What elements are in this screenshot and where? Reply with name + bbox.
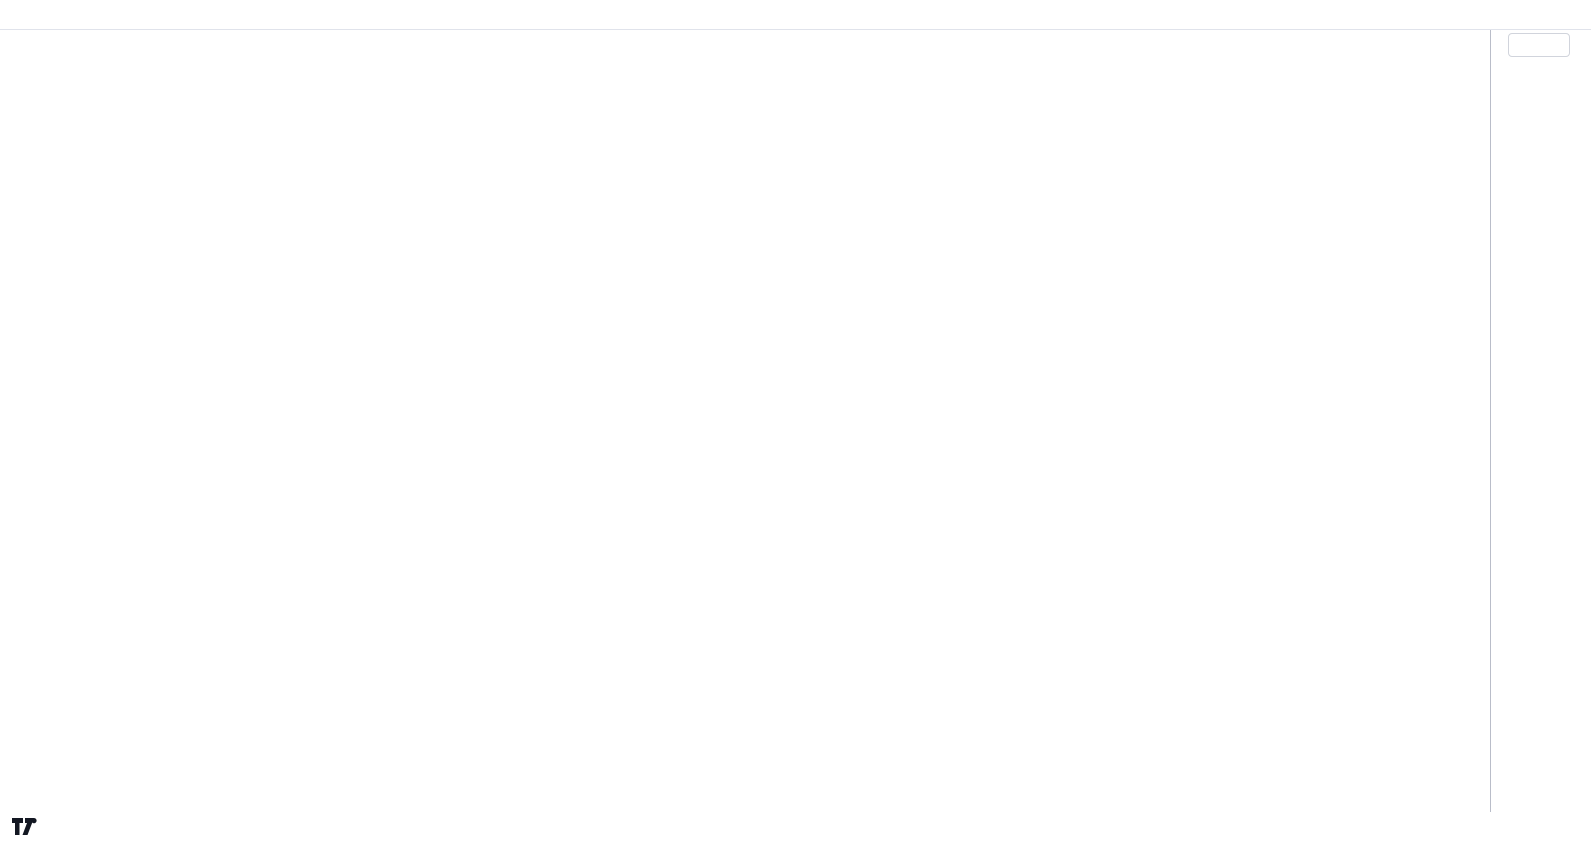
macd-legend[interactable]	[16, 611, 40, 625]
header-bar	[0, 0, 1591, 30]
sma-fast-legend[interactable]	[14, 33, 26, 47]
rsi-legend[interactable]	[16, 706, 40, 720]
price-axis[interactable]	[1490, 30, 1591, 812]
currency-button[interactable]	[1508, 33, 1570, 57]
tradingview-logo[interactable]	[12, 818, 45, 835]
sma-slow-legend[interactable]	[14, 49, 26, 63]
tradingview-logo-icon	[12, 818, 37, 835]
